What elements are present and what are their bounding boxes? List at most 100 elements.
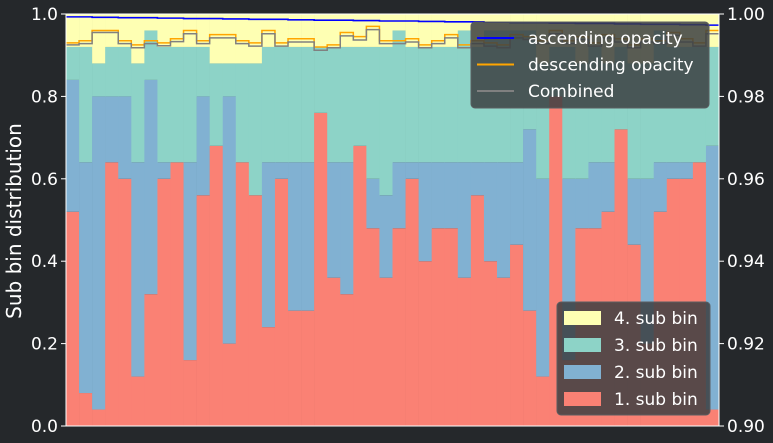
bar-segment-3 — [79, 46, 93, 163]
bar-segment-2 — [222, 96, 237, 344]
bar-segment-2 — [157, 162, 171, 179]
bar-segment-3 — [327, 46, 341, 163]
bar-segment-1 — [327, 277, 341, 426]
y2-tick-label: 1.00 — [727, 5, 765, 25]
y-tick-label: 0.6 — [31, 170, 58, 190]
bar-segment-1 — [261, 327, 276, 426]
bar-segment-2 — [627, 178, 641, 245]
bar-segment-4 — [248, 14, 263, 64]
bar-segment-2 — [379, 195, 393, 278]
axes: 0.0 0.2 0.4 0.6 0.8 1.0 0.90 0.92 0.94 0.96 0.98 1.… — [31, 5, 765, 437]
legend-bin-label: 2. sub bin — [614, 363, 698, 383]
y-axis-title: Sub bin distribution — [2, 123, 26, 319]
bar-segment-2 — [653, 162, 668, 212]
y-tick-label: 0.2 — [31, 335, 58, 355]
bar-segment-1 — [118, 178, 132, 426]
bar-segment-3 — [209, 63, 224, 146]
bar-segment-4 — [366, 14, 380, 47]
bar-segment-2 — [510, 162, 524, 245]
bar-segment-1 — [301, 310, 315, 426]
bar-segment-1 — [274, 178, 289, 426]
bar-segment-4 — [157, 14, 171, 47]
bar-segment-1 — [379, 277, 393, 426]
bar-segment-2 — [144, 79, 158, 295]
bar-segment-2 — [79, 162, 93, 394]
bar-segment-2 — [431, 162, 446, 229]
y2-tick-label: 0.90 — [727, 417, 765, 437]
bar-segment-1 — [483, 261, 498, 426]
y2-tick-label: 0.92 — [727, 335, 765, 355]
bar-segment-3 — [183, 46, 197, 163]
bar-segment-2 — [405, 162, 419, 179]
bar-segment-1 — [170, 162, 184, 426]
y-tick-label: 1.0 — [31, 5, 58, 25]
bar-segment-3 — [418, 46, 432, 163]
bar-segment-1 — [366, 228, 380, 426]
bar-segment-2 — [105, 96, 119, 163]
bar-segment-1 — [66, 211, 80, 426]
bar-segment-4 — [379, 14, 393, 47]
y-tick-label: 0.8 — [31, 87, 58, 107]
bar-segment-2 — [536, 178, 550, 377]
bar-segment-2 — [601, 162, 615, 212]
y-tick-label: 0.0 — [31, 417, 58, 437]
bar-segment-1 — [444, 228, 459, 426]
bar-segment-4 — [444, 14, 459, 47]
bar-segment-2 — [588, 162, 602, 229]
bar-segment-2 — [92, 96, 106, 410]
bar-segment-1 — [209, 145, 224, 426]
bar-segment-4 — [314, 14, 328, 47]
legend-sub-bins-box — [556, 301, 711, 416]
bar-segment-1 — [248, 195, 263, 426]
bar-segment-3 — [118, 46, 132, 97]
legend-line-label: Combined — [528, 82, 614, 102]
bar-segment-3 — [431, 46, 446, 163]
bar-segment-4 — [392, 14, 406, 31]
bar-segment-1 — [144, 294, 158, 426]
legend-sub-bins: 4. sub bin 3. sub bin 2. sub bin 1. sub bin — [556, 301, 711, 416]
bar-segment-3 — [66, 46, 80, 80]
bar-segment-3 — [157, 46, 171, 163]
bar-segment-3 — [314, 46, 328, 113]
bar-segment-3 — [261, 46, 276, 163]
legend-bin-label: 4. sub bin — [614, 309, 698, 329]
bar-segment-2 — [183, 162, 197, 361]
bar-segment-3 — [248, 63, 263, 196]
bar-segment-4 — [222, 14, 237, 64]
bar-segment-3 — [222, 63, 237, 97]
legend-bin-swatch — [564, 392, 601, 406]
bar-segment-3 — [170, 46, 184, 163]
bar-segment-3 — [92, 63, 106, 97]
bar-segment-2 — [392, 162, 406, 229]
bar-segment-4 — [431, 14, 446, 47]
bar-segment-2 — [483, 162, 498, 262]
bar-segment-4 — [118, 14, 132, 47]
bar-segment-3 — [144, 30, 158, 80]
bar-segment-1 — [496, 277, 511, 426]
bar-segment-1 — [196, 195, 210, 426]
y2-tick-label: 0.98 — [727, 87, 765, 107]
bar-segment-4 — [92, 14, 106, 64]
bar-segment-1 — [105, 162, 119, 426]
bar-segment-2 — [66, 79, 80, 212]
bar-segment-2 — [301, 162, 315, 311]
legend-lines-box — [470, 21, 710, 109]
bar-segment-1 — [510, 244, 524, 426]
bar-segment-2 — [288, 162, 302, 311]
bar-segment-4 — [235, 14, 250, 64]
bar-segment-3 — [288, 46, 302, 163]
bar-segment-1 — [470, 195, 485, 426]
bar-segment-2 — [666, 162, 681, 179]
bar-segment-2 — [679, 162, 694, 179]
bar-segment-2 — [418, 162, 432, 262]
bar-segment-1 — [288, 310, 302, 426]
bar-segment-3 — [379, 46, 393, 196]
bar-segment-2 — [444, 162, 459, 229]
bar-segment-1 — [157, 178, 171, 426]
bar-segment-1 — [92, 409, 106, 426]
bar-segment-1 — [523, 310, 537, 426]
bar-segment-2 — [274, 162, 289, 179]
bar-segment-4 — [327, 14, 341, 47]
legend-bin-label: 3. sub bin — [614, 336, 698, 356]
